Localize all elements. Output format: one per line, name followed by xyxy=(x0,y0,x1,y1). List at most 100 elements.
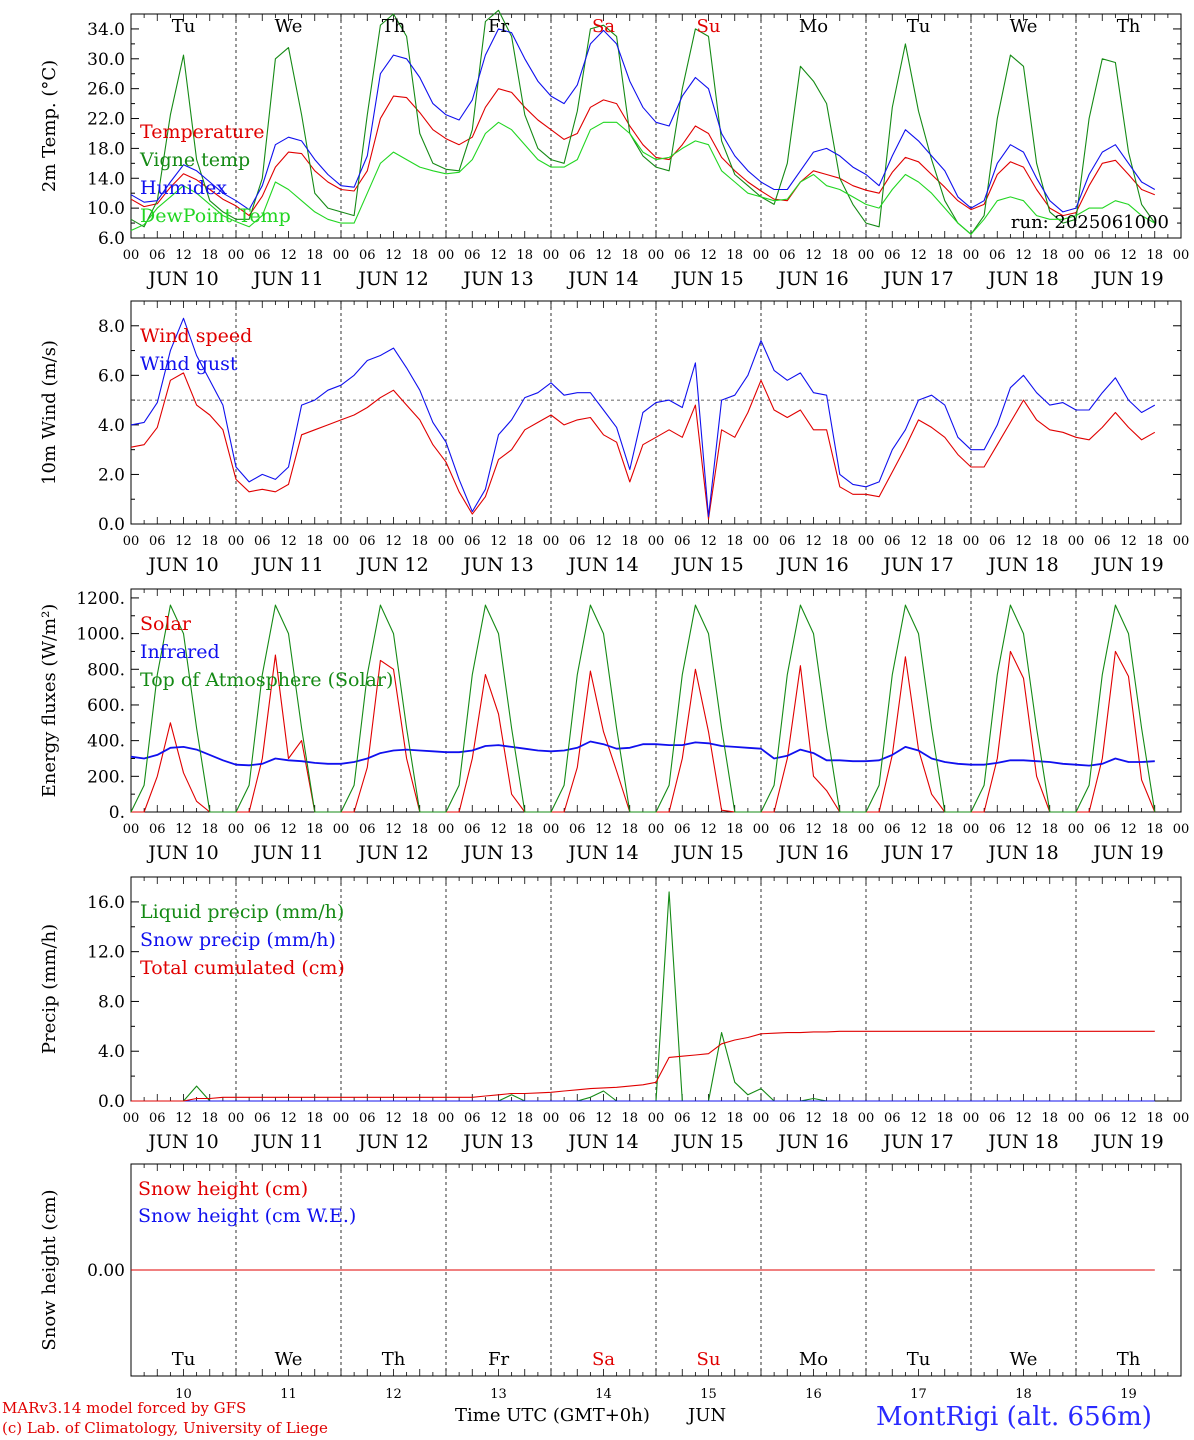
date-label: JUN 19 xyxy=(1091,1131,1163,1153)
series-line-temperature xyxy=(130,88,1156,217)
date-label: JUN 16 xyxy=(776,842,848,864)
series-line-total-cumulated-cm- xyxy=(131,1030,1155,1102)
hour-label: 06 xyxy=(569,1111,586,1126)
hour-label: 12 xyxy=(385,248,402,263)
y-axis-title-wind: 10m Wind (m/s) xyxy=(39,340,60,485)
date-label: JUN 19 xyxy=(1091,554,1163,576)
hour-label: 18 xyxy=(1146,248,1163,263)
hour-label: 00 xyxy=(858,534,875,549)
hour-label: 18 xyxy=(306,822,323,837)
y-tick-label: 14.0 xyxy=(87,169,125,189)
hour-label: 00 xyxy=(648,534,665,549)
hour-label: 00 xyxy=(228,1111,245,1126)
hour-label: 06 xyxy=(779,1111,796,1126)
date-label: JUN 10 xyxy=(146,554,218,576)
hour-label: 18 xyxy=(411,822,428,837)
hour-label: 06 xyxy=(884,248,901,263)
hour-label: 18 xyxy=(621,534,638,549)
hour-label: 18 xyxy=(936,1111,953,1126)
legend-top-of-atmosphere-solar-: Top of Atmosphere (Solar) xyxy=(140,669,393,691)
y-tick-label: 4.0 xyxy=(98,1042,125,1062)
series-line-wind-speed xyxy=(130,372,1156,520)
hour-label: 18 xyxy=(1146,534,1163,549)
y-axis-title-snow: Snow height (cm) xyxy=(39,1189,60,1350)
weekday-label: Fr xyxy=(488,16,509,37)
date-label: JUN 13 xyxy=(461,268,533,290)
hour-label: 12 xyxy=(1015,1111,1032,1126)
hour-label: 00 xyxy=(333,1111,350,1126)
hour-label: 12 xyxy=(280,534,297,549)
hour-label: 18 xyxy=(726,248,743,263)
hour-label: 12 xyxy=(910,534,927,549)
y-tick-label: 800. xyxy=(87,660,125,680)
y-tick-label: 0.0 xyxy=(98,1092,125,1112)
hour-label: 06 xyxy=(254,534,271,549)
date-label: JUN 12 xyxy=(356,554,428,576)
hour-label: 12 xyxy=(280,822,297,837)
y-tick-label: 2.0 xyxy=(98,465,125,485)
hour-label: 00 xyxy=(438,822,455,837)
hour-label: 06 xyxy=(1094,822,1111,837)
hour-label: 12 xyxy=(385,534,402,549)
hour-label: 00 xyxy=(1173,822,1190,837)
y-tick-label: 600. xyxy=(87,696,125,716)
run-annotation: run: 2025061000 xyxy=(1011,212,1169,233)
hour-label: 18 xyxy=(411,248,428,263)
hour-label: 18 xyxy=(516,248,533,263)
hour-label: 12 xyxy=(1120,822,1137,837)
y-tick-label: 0.0 xyxy=(98,515,125,535)
legend-temperature: Temperature xyxy=(140,121,264,143)
date-label: JUN 10 xyxy=(146,268,218,290)
series-line-vigne-temp xyxy=(130,9,1156,235)
hour-label: 00 xyxy=(1173,248,1190,263)
hour-label: 12 xyxy=(385,1111,402,1126)
hour-label: 18 xyxy=(516,822,533,837)
date-label: JUN 19 xyxy=(1091,268,1163,290)
y-tick-label: 6.0 xyxy=(98,229,125,249)
hour-label: 06 xyxy=(569,534,586,549)
hour-label: 06 xyxy=(464,822,481,837)
station-name: MontRigi (alt. 656m) xyxy=(876,1402,1152,1432)
hour-label: 18 xyxy=(306,534,323,549)
hour-label: 00 xyxy=(858,248,875,263)
hour-label: 12 xyxy=(805,1111,822,1126)
weekday-label: Th xyxy=(1117,16,1141,37)
legend-liquid-precip-mm-h-: Liquid precip (mm/h) xyxy=(140,901,344,923)
hour-label: 12 xyxy=(1015,534,1032,549)
date-label: JUN 16 xyxy=(776,268,848,290)
hour-label: 06 xyxy=(149,534,166,549)
hour-label: 00 xyxy=(753,248,770,263)
y-tick-label: 6.0 xyxy=(98,366,125,386)
hour-label: 06 xyxy=(149,1111,166,1126)
date-label: JUN 15 xyxy=(671,268,743,290)
hour-label: 00 xyxy=(438,248,455,263)
legend-infrared: Infrared xyxy=(140,641,220,663)
hour-label: 06 xyxy=(884,822,901,837)
hour-label: 00 xyxy=(1068,534,1085,549)
y-tick-label: 16.0 xyxy=(87,893,125,913)
legend-wind-gust: Wind gust xyxy=(140,353,238,375)
date-label: JUN 14 xyxy=(566,1131,638,1153)
hour-label: 06 xyxy=(1094,1111,1111,1126)
date-label: JUN 14 xyxy=(566,554,638,576)
hour-label: 00 xyxy=(123,822,140,837)
weekday-label: Th xyxy=(382,1349,406,1370)
y-axis-title-energy: Energy fluxes (W/m²) xyxy=(39,604,60,798)
series-line-wind-gust xyxy=(130,317,1156,518)
hour-label: 06 xyxy=(989,248,1006,263)
date-label: JUN 11 xyxy=(251,268,323,290)
y-tick-label: 8.0 xyxy=(98,317,125,337)
hour-label: 18 xyxy=(831,248,848,263)
day-number-label: 15 xyxy=(700,1387,717,1402)
hour-label: 18 xyxy=(1146,1111,1163,1126)
day-number-label: 17 xyxy=(910,1387,927,1402)
hour-label: 12 xyxy=(385,822,402,837)
y-tick-label: 12.0 xyxy=(87,943,125,963)
date-label: JUN 18 xyxy=(986,268,1058,290)
date-label: JUN 17 xyxy=(881,842,953,864)
hour-label: 12 xyxy=(595,822,612,837)
hour-label: 00 xyxy=(543,1111,560,1126)
series-line-humidex xyxy=(130,28,1156,213)
legend-total-cumulated-cm-: Total cumulated (cm) xyxy=(140,957,345,979)
